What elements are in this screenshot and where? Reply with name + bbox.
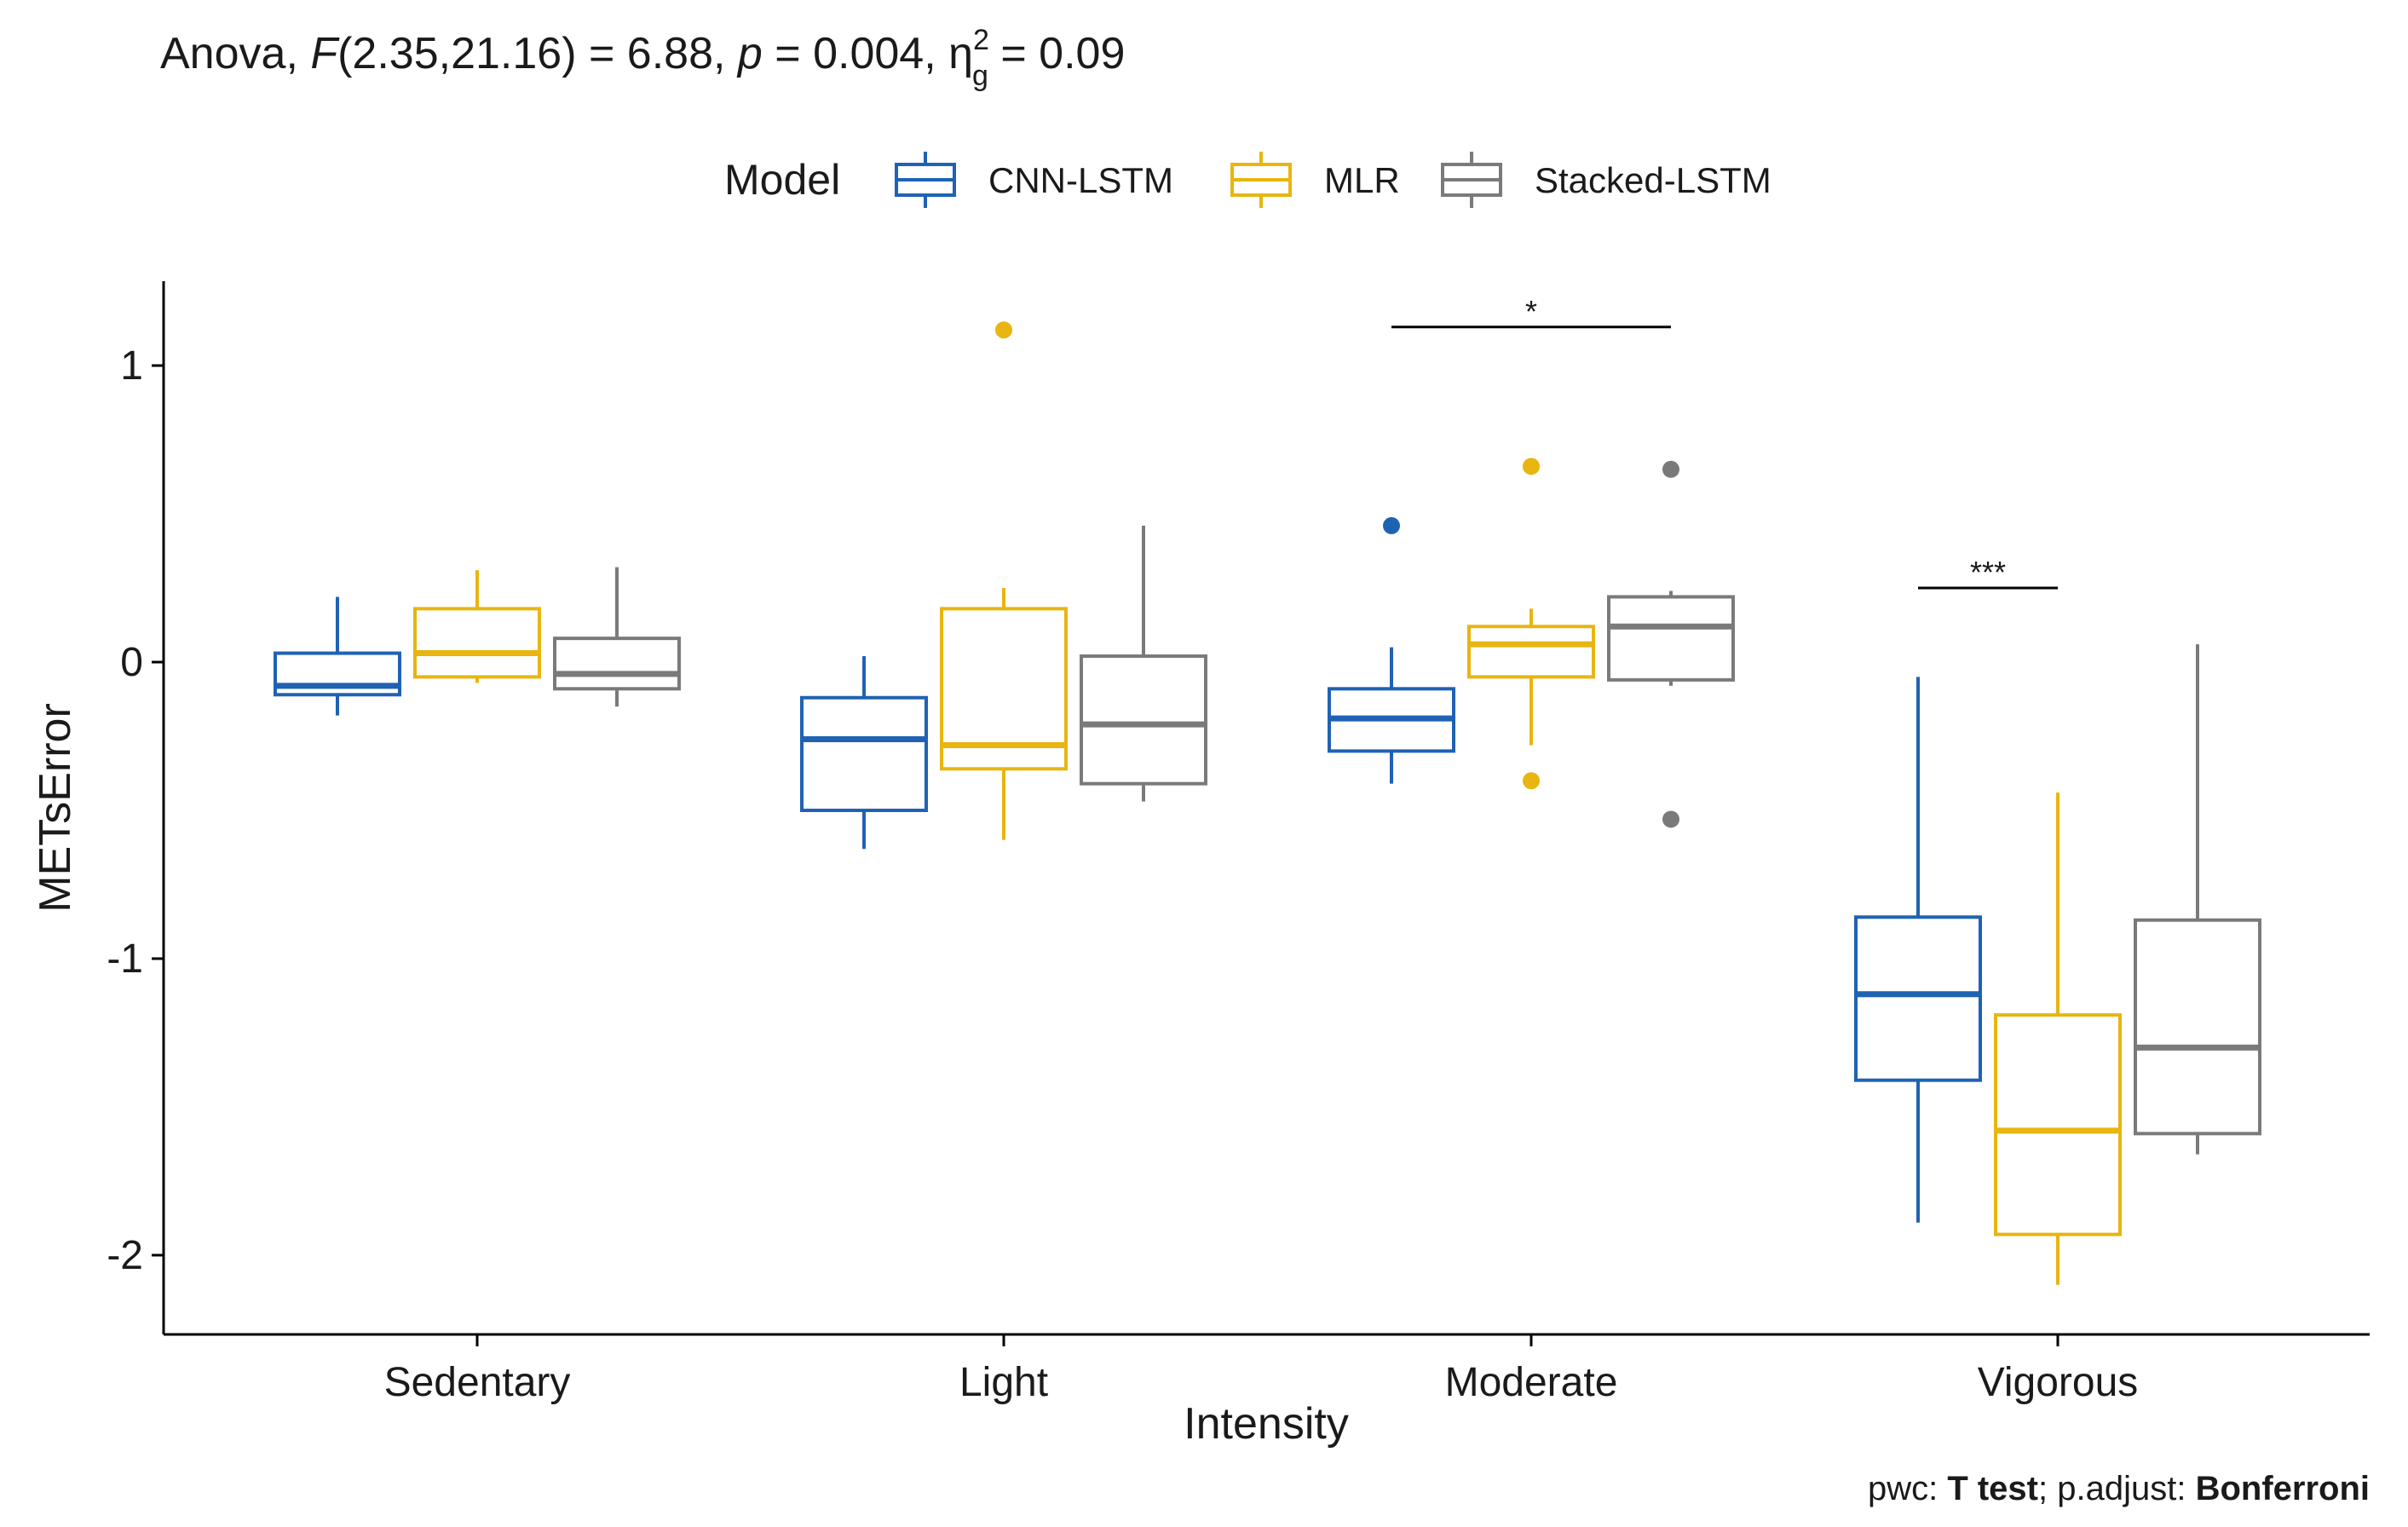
box-rect <box>1080 654 1207 786</box>
outlier-point <box>1523 772 1540 790</box>
x-tick-label: Light <box>959 1360 1048 1405</box>
box-stacked-lstm-sedentary <box>553 567 681 707</box>
legend-title: Model <box>724 156 840 204</box>
outlier-point <box>1662 810 1679 828</box>
box-mlr-moderate <box>1467 458 1595 790</box>
legend-label: Stacked-LSTM <box>1535 160 1771 200</box>
caption: pwc: T test; p.adjust: Bonferroni <box>1868 1470 2370 1507</box>
legend: Model CNN-LSTM MLR Stacked-LSTM <box>724 152 1771 208</box>
box-cnn-lstm-light <box>800 656 928 850</box>
legend-label: CNN-LSTM <box>988 160 1173 200</box>
box-stacked-lstm-vigorous <box>2134 644 2261 1155</box>
y-tick-label: -2 <box>107 1233 143 1278</box>
significance-label: *** <box>1970 555 2006 590</box>
legend-item-stacked-lstm: Stacked-LSTM <box>1441 152 1771 208</box>
box-rect <box>1467 625 1595 679</box>
legend-label: MLR <box>1324 160 1400 200</box>
y-axis-title: METsError <box>31 703 80 913</box>
legend-item-cnn-lstm: CNN-LSTM <box>895 152 1173 208</box>
box-mlr-light <box>940 321 1068 840</box>
significance-label: * <box>1525 294 1537 329</box>
box-rect <box>2134 918 2261 1136</box>
x-tick-label: Moderate <box>1445 1360 1618 1405</box>
box-rect <box>553 637 681 691</box>
outlier-point <box>1662 460 1679 478</box>
x-axis-title: Intensity <box>1184 1399 1349 1449</box>
box-rect <box>1854 915 1982 1082</box>
outlier-point <box>995 321 1012 339</box>
box-rect <box>413 607 541 679</box>
box-stacked-lstm-light <box>1080 525 1207 802</box>
outlier-point <box>1523 458 1540 475</box>
x-tick-label: Vigorous <box>1978 1360 2139 1405</box>
box-stacked-lstm-moderate <box>1607 460 1735 828</box>
y-tick-label: 0 <box>120 640 143 685</box>
box-cnn-lstm-sedentary <box>274 596 401 716</box>
box-mlr-sedentary <box>413 570 541 683</box>
chart-title: Anova, F(2.35,21.16) = 6.88, p = 0.004, … <box>160 24 1125 92</box>
y-tick-label: 1 <box>120 343 143 389</box>
outlier-point <box>1383 516 1400 534</box>
box-rect <box>1994 1013 2122 1236</box>
box-cnn-lstm-moderate <box>1328 516 1455 784</box>
x-tick-label: Sedentary <box>384 1360 571 1405</box>
legend-item-mlr: MLR <box>1230 152 1400 208</box>
box-rect <box>1607 595 1735 682</box>
box-mlr-vigorous <box>1994 792 2122 1285</box>
box-cnn-lstm-vigorous <box>1854 677 1982 1223</box>
box-rect <box>800 695 928 813</box>
y-tick-label: -1 <box>107 936 143 982</box>
